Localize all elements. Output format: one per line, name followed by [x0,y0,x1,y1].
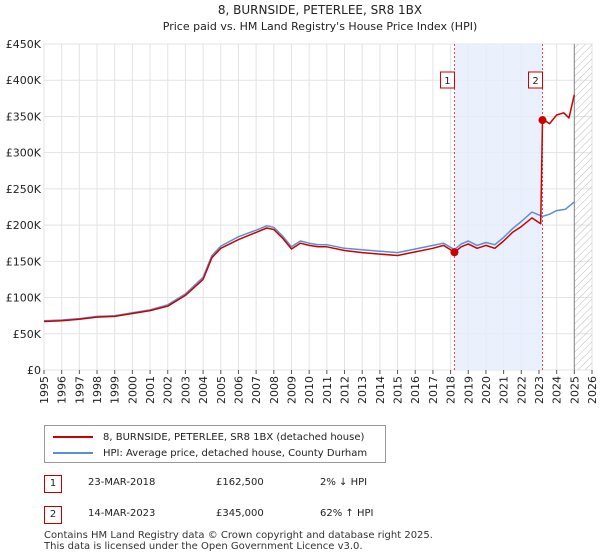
x-tick-label: 2020 [480,376,493,404]
x-tick-label: 1999 [109,376,122,404]
x-tick-label: 2002 [162,376,175,404]
x-tick-label: 2022 [515,376,528,404]
x-tick-label: 2008 [268,376,281,404]
shaded-period [454,44,543,370]
price-chart: 8, BURNSIDE, PETERLEE, SR8 1BX Price pai… [6,3,599,404]
footer-line-1: Contains HM Land Registry data © Crown c… [44,530,433,541]
legend-item-property: 8, BURNSIDE, PETERLEE, SR8 1BX (detached… [53,430,364,444]
x-tick-label: 1996 [56,376,69,404]
x-tick-label: 2007 [250,376,263,404]
annotation-price: £345,000 [216,508,264,519]
y-tick-label: £100K [6,292,42,305]
y-tick-label: £50K [13,328,42,341]
sale-label-number: 2 [532,76,538,87]
footer-attribution: Contains HM Land Registry data © Crown c… [44,530,433,552]
x-tick-label: 2014 [374,376,387,404]
sale-point [538,116,547,125]
legend-label-property: 8, BURNSIDE, PETERLEE, SR8 1BX (detached… [103,431,365,443]
future-hatch [574,44,592,370]
legend-item-hpi: HPI: Average price, detached house, Coun… [53,446,367,460]
annotation-row-2: 2 14-MAR-2023 £345,000 62% ↑ HPI [44,506,444,524]
chart-subtitle: Price paid vs. HM Land Registry's House … [163,20,478,33]
annotation-badge: 2 [44,506,62,524]
x-tick-label: 2015 [392,376,405,404]
property-price-line [43,94,576,323]
x-tick-label: 2013 [356,376,369,404]
annotation-hpi-change: 2% ↓ HPI [320,477,368,488]
legend: 8, BURNSIDE, PETERLEE, SR8 1BX (detached… [44,425,386,463]
x-tick-label: 2010 [303,376,316,404]
sale-point [450,248,459,257]
x-tick-label: 2016 [409,376,422,404]
legend-label-hpi: HPI: Average price, detached house, Coun… [103,447,368,459]
x-tick-label: 2026 [586,376,599,404]
y-tick-label: £250K [6,183,42,196]
annotation-badge: 1 [44,475,62,493]
x-tick-label: 1998 [91,376,104,404]
x-tick-label: 2024 [551,376,564,404]
legend-swatch-property [53,436,93,438]
y-tick-label: £350K [6,110,42,123]
annotation-row-1: 1 23-MAR-2018 £162,500 2% ↓ HPI [44,475,444,493]
x-tick-label: 2006 [232,376,245,404]
x-tick-label: 2001 [144,376,157,404]
y-tick-label: £300K [6,147,42,160]
x-tick-label: 2025 [568,376,581,404]
y-tick-label: £200K [6,219,42,232]
x-tick-label: 2003 [179,376,192,404]
x-tick-label: 2021 [498,376,511,404]
y-tick-label: £400K [6,74,42,87]
x-tick-label: 1997 [73,376,86,404]
legend-swatch-hpi [53,452,93,454]
x-tick-label: 2009 [285,376,298,404]
x-tick-label: 2011 [321,376,334,404]
y-tick-label: £150K [6,255,42,268]
sale-label-number: 1 [444,76,450,87]
x-tick-label: 2000 [126,376,139,404]
x-tick-label: 1995 [38,376,51,404]
x-tick-label: 2004 [197,376,210,404]
x-tick-label: 2005 [215,376,228,404]
sale-label-box [528,71,544,89]
annotation-hpi-change: 62% ↑ HPI [320,508,374,519]
x-tick-label: 2012 [339,376,352,404]
sale-label-box [439,71,455,89]
x-tick-label: 2019 [462,376,475,404]
x-tick-label: 2018 [445,376,458,404]
x-tick-label: 2017 [427,376,440,404]
y-tick-label: £450K [6,38,42,51]
annotation-price: £162,500 [216,477,264,488]
hpi-line [43,201,575,322]
annotation-date: 23-MAR-2018 [88,477,156,488]
x-tick-label: 2023 [533,376,546,404]
chart-title: 8, BURNSIDE, PETERLEE, SR8 1BX [218,3,422,17]
annotation-date: 14-MAR-2023 [88,508,156,519]
y-tick-label: £0 [27,364,41,377]
footer-line-2: This data is licensed under the Open Gov… [44,541,363,552]
